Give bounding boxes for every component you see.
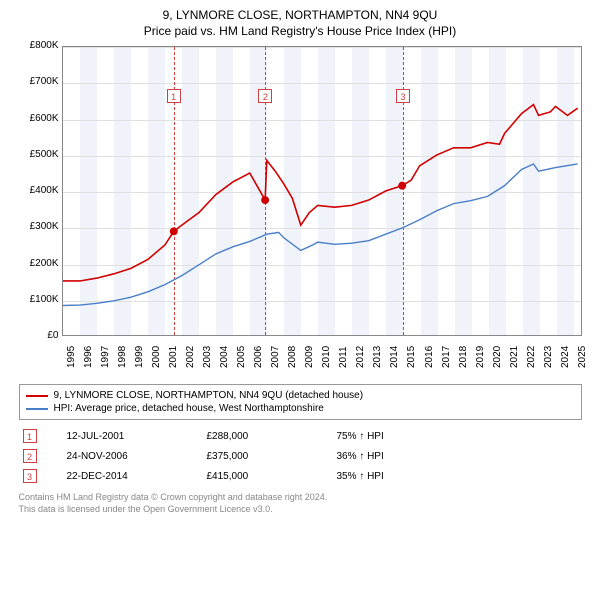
- sale-pct-vs-hpi: 75% ↑ HPI: [337, 431, 457, 442]
- legend-row: 9, LYNMORE CLOSE, NORTHAMPTON, NN4 9QU (…: [26, 389, 575, 402]
- sales-row: 3 22-DEC-2014£415,00035% ↑ HPI: [19, 466, 582, 486]
- x-tick-label: 1995: [66, 346, 77, 368]
- x-tick-label: 2005: [236, 346, 247, 368]
- sale-number-box: 3: [23, 469, 37, 483]
- x-tick-label: 1999: [134, 346, 145, 368]
- sale-date: 12-JUL-2001: [67, 431, 207, 442]
- x-tick-label: 2007: [270, 346, 281, 368]
- sale-number-box: 1: [23, 429, 37, 443]
- y-tick-label: £800K: [19, 40, 59, 51]
- x-tick-label: 2002: [185, 346, 196, 368]
- x-tick-label: 2018: [458, 346, 469, 368]
- x-tick-label: 2025: [577, 346, 588, 368]
- chart-svg: [63, 47, 581, 335]
- footer: Contains HM Land Registry data © Crown c…: [19, 492, 582, 515]
- y-tick-label: £200K: [19, 258, 59, 269]
- x-tick-label: 2022: [526, 346, 537, 368]
- sale-date: 22-DEC-2014: [67, 471, 207, 482]
- x-tick-label: 2003: [202, 346, 213, 368]
- x-tick-label: 2016: [424, 346, 435, 368]
- footer-line2: This data is licensed under the Open Gov…: [19, 504, 582, 516]
- x-tick-label: 2004: [219, 346, 230, 368]
- x-tick-label: 2024: [560, 346, 571, 368]
- x-tick-label: 2020: [492, 346, 503, 368]
- plot-area: 1 2 3: [62, 46, 582, 336]
- x-tick-label: 2012: [355, 346, 366, 368]
- price-chart: £0£100K£200K£300K£400K£500K£600K£700K£80…: [19, 46, 582, 376]
- series-hpi: [63, 164, 578, 306]
- sales-table: 1 12-JUL-2001£288,00075% ↑ HPI 2 24-NOV-200…: [19, 426, 582, 486]
- x-tick-label: 2010: [321, 346, 332, 368]
- x-tick-label: 1998: [117, 346, 128, 368]
- sale-marker-dot: [398, 182, 406, 190]
- page-title: 9, LYNMORE CLOSE, NORTHAMPTON, NN4 9QU: [8, 8, 592, 22]
- y-tick-label: £700K: [19, 76, 59, 87]
- sale-number-box: 2: [23, 449, 37, 463]
- y-tick-label: £400K: [19, 185, 59, 196]
- legend-label: HPI: Average price, detached house, West…: [54, 403, 324, 414]
- x-tick-label: 1996: [83, 346, 94, 368]
- page-subtitle: Price paid vs. HM Land Registry's House …: [8, 24, 592, 38]
- legend-swatch: [26, 408, 48, 410]
- sale-pct-vs-hpi: 36% ↑ HPI: [337, 451, 457, 462]
- x-tick-label: 2006: [253, 346, 264, 368]
- x-tick-label: 2021: [509, 346, 520, 368]
- sale-marker-box: 1: [167, 89, 181, 103]
- sale-marker-box: 3: [396, 89, 410, 103]
- x-tick-label: 2015: [406, 346, 417, 368]
- y-tick-label: £500K: [19, 149, 59, 160]
- x-axis-labels: 1995 1996 1997 1998 1999 2000 2001 2002 2003 2004…: [62, 338, 582, 376]
- x-tick-label: 2009: [304, 346, 315, 368]
- x-tick-label: 1997: [100, 346, 111, 368]
- x-tick-label: 2019: [475, 346, 486, 368]
- x-tick-label: 2011: [338, 346, 349, 368]
- x-tick-label: 2008: [287, 346, 298, 368]
- sale-price: £288,000: [207, 431, 337, 442]
- x-tick-label: 2001: [168, 346, 179, 368]
- legend-swatch: [26, 395, 48, 397]
- sale-marker-box: 2: [258, 89, 272, 103]
- series-property: [63, 105, 578, 281]
- sale-pct-vs-hpi: 35% ↑ HPI: [337, 471, 457, 482]
- sale-marker-dot: [169, 227, 177, 235]
- y-tick-label: £0: [19, 330, 59, 341]
- x-tick-label: 2017: [441, 346, 452, 368]
- sale-marker-dot: [261, 196, 269, 204]
- x-tick-label: 2014: [389, 346, 400, 368]
- x-tick-label: 2013: [372, 346, 383, 368]
- legend: 9, LYNMORE CLOSE, NORTHAMPTON, NN4 9QU (…: [19, 384, 582, 420]
- y-tick-label: £300K: [19, 221, 59, 232]
- footer-line1: Contains HM Land Registry data © Crown c…: [19, 492, 582, 504]
- sale-date: 24-NOV-2006: [67, 451, 207, 462]
- y-axis-labels: £0£100K£200K£300K£400K£500K£600K£700K£80…: [19, 46, 61, 336]
- sale-price: £375,000: [207, 451, 337, 462]
- legend-label: 9, LYNMORE CLOSE, NORTHAMPTON, NN4 9QU (…: [54, 390, 364, 401]
- sale-price: £415,000: [207, 471, 337, 482]
- sales-row: 1 12-JUL-2001£288,00075% ↑ HPI: [19, 426, 582, 446]
- legend-row: HPI: Average price, detached house, West…: [26, 402, 575, 415]
- y-tick-label: £600K: [19, 113, 59, 124]
- x-tick-label: 2023: [543, 346, 554, 368]
- y-tick-label: £100K: [19, 294, 59, 305]
- x-tick-label: 2000: [151, 346, 162, 368]
- sales-row: 2 24-NOV-2006£375,00036% ↑ HPI: [19, 446, 582, 466]
